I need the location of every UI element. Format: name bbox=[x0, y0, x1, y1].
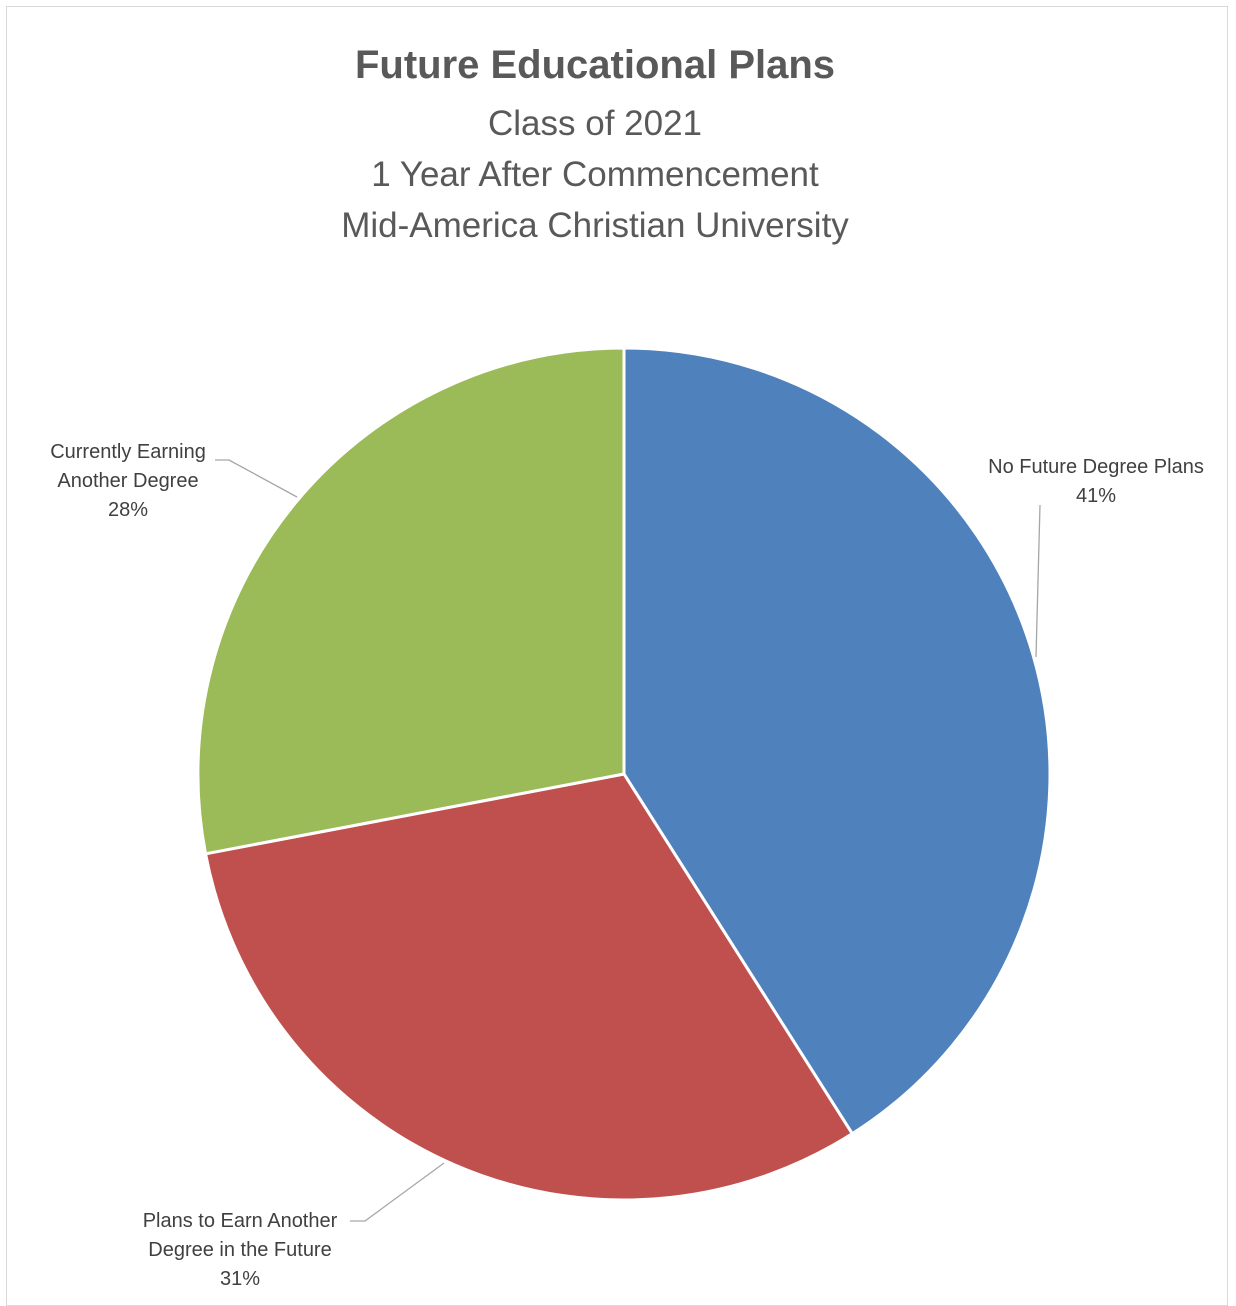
pie-slice-1 bbox=[622, 346, 1052, 1136]
data-label-category: Another Degree bbox=[57, 470, 198, 492]
leader-line-3 bbox=[215, 459, 298, 498]
data-label-2: Plans to Earn Another Degree in the Futur… bbox=[143, 1210, 338, 1290]
data-label-1: No Future Degree Plans 41% bbox=[988, 456, 1204, 507]
chart-subtitle-line-1: Class of 2021 bbox=[488, 104, 702, 143]
data-label-category: No Future Degree Plans bbox=[988, 456, 1204, 478]
data-label-category: Currently Earning bbox=[50, 441, 206, 463]
leader-lines bbox=[215, 459, 1041, 1222]
chart-title: Future Educational Plans bbox=[355, 43, 835, 87]
leader-line-1 bbox=[1035, 504, 1041, 658]
leader-line-2 bbox=[350, 1162, 445, 1222]
data-label-category: Plans to Earn Another bbox=[143, 1210, 338, 1232]
pie-slices bbox=[196, 346, 1052, 1202]
data-label-value: 31% bbox=[220, 1268, 260, 1290]
chart-subtitle-line-2: 1 Year After Commencement bbox=[371, 155, 819, 194]
data-labels: No Future Degree Plans 41% Plans to Earn A… bbox=[50, 441, 1204, 1290]
data-label-category: Degree in the Future bbox=[148, 1239, 331, 1261]
data-label-value: 41% bbox=[1076, 485, 1116, 507]
pie-slice-2 bbox=[204, 772, 854, 1202]
data-label-value: 28% bbox=[108, 499, 148, 521]
pie-slice-3 bbox=[196, 346, 626, 856]
chart-subtitle-line-3: Mid-America Christian University bbox=[341, 206, 849, 245]
data-label-3: Currently Earning Another Degree 28% bbox=[50, 441, 206, 521]
